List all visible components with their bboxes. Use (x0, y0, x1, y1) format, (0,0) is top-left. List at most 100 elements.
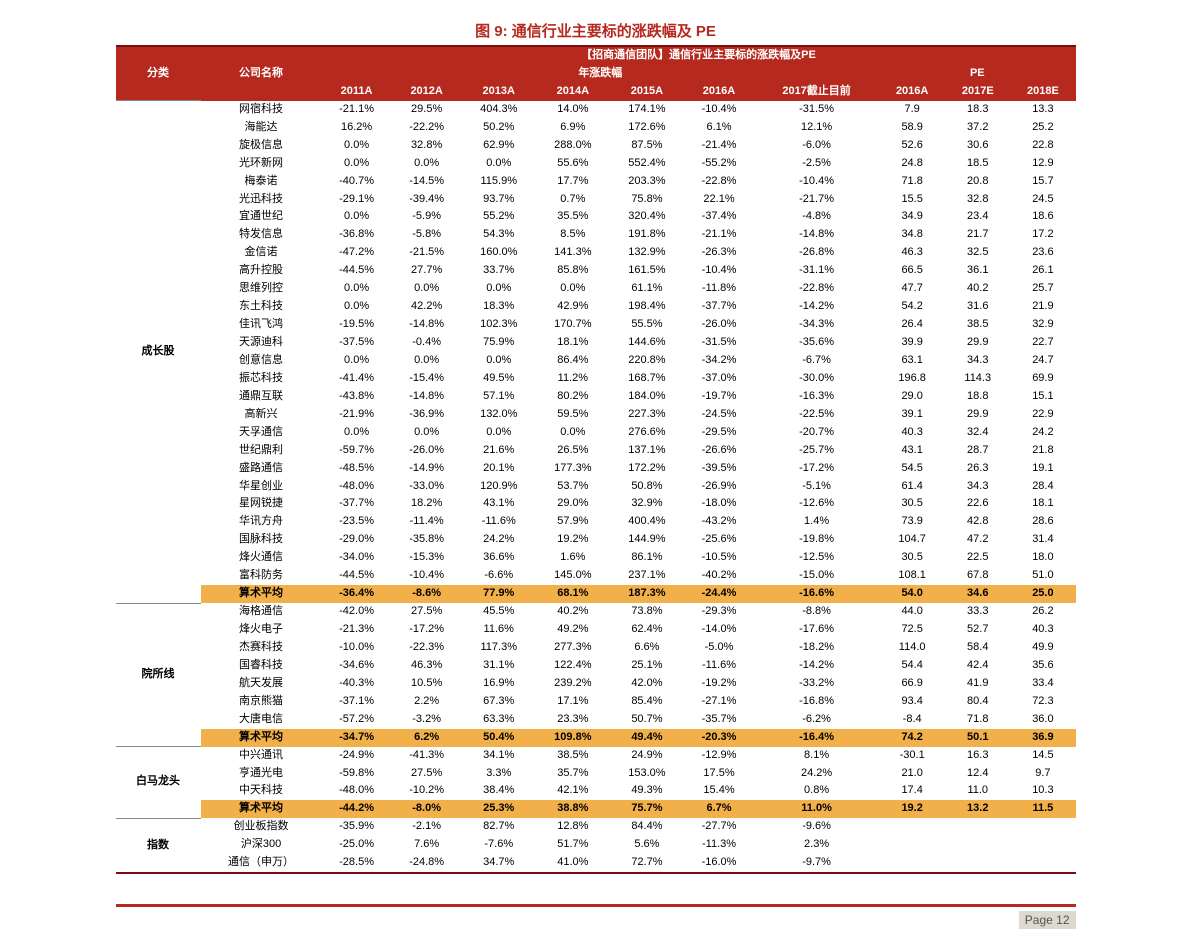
value-cell: 153.0% (610, 765, 684, 783)
value-cell: -5.8% (392, 226, 462, 244)
pe-cell: 14.5 (1010, 747, 1075, 765)
table-row: 高新兴-21.9%-36.9%132.0%59.5%227.3%-24.5%-2… (116, 406, 1076, 424)
value-cell: 6.9% (536, 119, 610, 137)
value-cell: -8.8% (754, 603, 879, 621)
pe-cell: 114.3 (945, 370, 1010, 388)
pe-cell: 26.4 (879, 316, 945, 334)
pe-cell: 30.5 (879, 495, 945, 513)
value-cell: -5.9% (392, 208, 462, 226)
value-cell: -21.4% (684, 137, 754, 155)
value-cell: 6.2% (392, 729, 462, 747)
value-cell: -29.1% (322, 191, 392, 209)
value-cell: -48.0% (322, 782, 392, 800)
value-cell: 67.3% (462, 693, 536, 711)
pe-cell: -8.4 (879, 711, 945, 729)
value-cell: 170.7% (536, 316, 610, 334)
value-cell: 0.0% (392, 424, 462, 442)
value-cell: 35.7% (536, 765, 610, 783)
pe-cell: 54.0 (879, 585, 945, 603)
company-name: 中天科技 (201, 782, 322, 800)
table-row: 南京熊猫-37.1%2.2%67.3%17.1%85.4%-27.1%-16.8… (116, 693, 1076, 711)
value-cell: 50.4% (462, 729, 536, 747)
value-cell: 29.5% (392, 101, 462, 119)
value-cell: -14.2% (754, 298, 879, 316)
pe-cell: 22.6 (945, 495, 1010, 513)
pe-cell: 16.3 (945, 747, 1010, 765)
pe-cell: 21.8 (1010, 442, 1075, 460)
value-cell: 23.3% (536, 711, 610, 729)
value-cell: -40.3% (322, 675, 392, 693)
pe-cell: 67.8 (945, 567, 1010, 585)
value-cell: 55.2% (462, 208, 536, 226)
table-row: 大唐电信-57.2%-3.2%63.3%23.3%50.7%-35.7%-6.2… (116, 711, 1076, 729)
pe-cell: 18.0 (1010, 549, 1075, 567)
value-cell: -47.2% (322, 244, 392, 262)
pe-cell: 80.4 (945, 693, 1010, 711)
value-cell: 32.9% (610, 495, 684, 513)
table-row: 思维列控0.0%0.0%0.0%0.0%61.1%-11.8%-22.8%47.… (116, 280, 1076, 298)
value-cell: 6.6% (610, 639, 684, 657)
pe-cell: 30.6 (945, 137, 1010, 155)
value-cell: -10.4% (392, 567, 462, 585)
value-cell: 55.6% (536, 155, 610, 173)
value-cell: -10.4% (684, 101, 754, 119)
year-header: 2012A (392, 83, 462, 101)
value-cell: 2.2% (392, 693, 462, 711)
value-cell: -16.4% (754, 729, 879, 747)
value-cell: -16.6% (754, 585, 879, 603)
pe-cell: 66.5 (879, 262, 945, 280)
pe-cell: 22.7 (1010, 334, 1075, 352)
table-row: 特发信息-36.8%-5.8%54.3%8.5%191.8%-21.1%-14.… (116, 226, 1076, 244)
value-cell: 239.2% (536, 675, 610, 693)
value-cell: 122.4% (536, 657, 610, 675)
value-cell: 42.1% (536, 782, 610, 800)
value-cell: 0.8% (754, 782, 879, 800)
value-cell: 17.5% (684, 765, 754, 783)
value-cell: -8.6% (392, 585, 462, 603)
value-cell: 141.3% (536, 244, 610, 262)
value-cell: -4.8% (754, 208, 879, 226)
value-cell: 203.3% (610, 173, 684, 191)
value-cell: 16.9% (462, 675, 536, 693)
value-cell: 6.1% (684, 119, 754, 137)
company-name: 振芯科技 (201, 370, 322, 388)
value-cell: -21.1% (322, 101, 392, 119)
figure-caption: 通信行业主要标的涨跌幅及 PE (512, 23, 716, 40)
value-cell: 57.1% (462, 388, 536, 406)
company-name: 金信诺 (201, 244, 322, 262)
pe-cell: 73.9 (879, 513, 945, 531)
value-cell: 6.7% (684, 800, 754, 818)
pe-cell: 40.3 (1010, 621, 1075, 639)
pe-cell: 66.9 (879, 675, 945, 693)
pe-year-header: 2018E (1010, 83, 1075, 101)
pe-cell: 41.9 (945, 675, 1010, 693)
value-cell: -26.0% (392, 442, 462, 460)
value-cell: -19.2% (684, 675, 754, 693)
value-cell: 144.9% (610, 531, 684, 549)
value-cell: -2.5% (754, 155, 879, 173)
pe-cell: 21.9 (1010, 298, 1075, 316)
value-cell: -22.3% (392, 639, 462, 657)
value-cell: 7.6% (392, 836, 462, 854)
value-cell: -14.8% (754, 226, 879, 244)
value-cell: 160.0% (462, 244, 536, 262)
value-cell: -10.2% (392, 782, 462, 800)
table-row: 指数创业板指数-35.9%-2.1%82.7%12.8%84.4%-27.7%-… (116, 818, 1076, 836)
pe-cell: 21.7 (945, 226, 1010, 244)
value-cell: -59.8% (322, 765, 392, 783)
pe-cell: 9.7 (1010, 765, 1075, 783)
year-header: 2013A (462, 83, 536, 101)
pe-cell: 23.6 (1010, 244, 1075, 262)
value-cell: 0.0% (462, 280, 536, 298)
pe-cell (879, 818, 945, 836)
value-cell: -27.1% (684, 693, 754, 711)
table-row: 烽火电子-21.3%-17.2%11.6%49.2%62.4%-14.0%-17… (116, 621, 1076, 639)
value-cell: 35.5% (536, 208, 610, 226)
company-name: 思维列控 (201, 280, 322, 298)
pe-cell: 17.2 (1010, 226, 1075, 244)
value-cell: 24.9% (610, 747, 684, 765)
value-cell: -12.5% (754, 549, 879, 567)
value-cell: 49.4% (610, 729, 684, 747)
col-company-header: 公司名称 (201, 46, 322, 101)
value-cell: -14.8% (392, 388, 462, 406)
